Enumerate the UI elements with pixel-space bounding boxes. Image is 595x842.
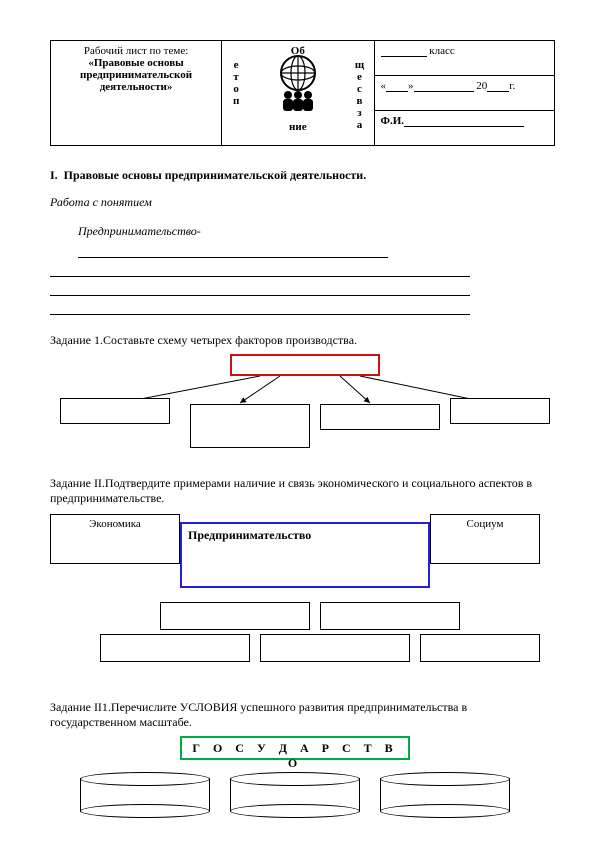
task-1-text: Задание 1.Составьте схему четырех фактор… bbox=[50, 333, 555, 348]
term-label: Предпринимательство- bbox=[78, 224, 201, 238]
name-blank bbox=[404, 115, 524, 127]
task2-row2-box1 bbox=[160, 602, 310, 630]
task1-box-2 bbox=[190, 404, 310, 448]
task2-row2-box2 bbox=[320, 602, 460, 630]
task-2-text: Задание II.Подтвердите примерами наличие… bbox=[50, 476, 555, 506]
task2-row3-box1 bbox=[100, 634, 250, 662]
work-with-concept: Работа с понятием bbox=[50, 195, 555, 210]
worksheet-label: Рабочий лист по теме: bbox=[57, 45, 215, 57]
section-1-heading: I. Правовые основы предпринимательской д… bbox=[50, 168, 555, 183]
date-year-prefix: 20 bbox=[476, 80, 487, 92]
task1-box-3 bbox=[320, 404, 440, 430]
class-blank bbox=[381, 45, 427, 57]
task1-center-box bbox=[230, 354, 380, 376]
task2-center-box: Предпринимательство bbox=[180, 522, 430, 588]
task2-center-label: Предпринимательство bbox=[182, 524, 428, 547]
task2-right-box: Социум bbox=[430, 514, 540, 564]
task-3-text: Задание II1.Перечислите УСЛОВИЯ успешног… bbox=[50, 700, 555, 730]
task3-cylinder-2 bbox=[230, 772, 360, 818]
date-year-suffix: г. bbox=[509, 80, 515, 92]
task3-state-label: Г О С У Д А Р С Т В О bbox=[192, 741, 397, 770]
class-label: класс bbox=[429, 45, 454, 57]
section-1-title: Правовые основы предпринимательской деят… bbox=[64, 168, 367, 182]
worksheet-title: «Правовые основы предпринимательской дея… bbox=[57, 57, 215, 93]
date-month-blank bbox=[414, 80, 474, 92]
section-1-number: I. bbox=[50, 168, 58, 182]
date-year-blank bbox=[487, 80, 509, 92]
mid-left-col: е т о п bbox=[230, 59, 242, 107]
name-label: Ф.И. bbox=[381, 115, 405, 127]
task2-right-label: Социум bbox=[431, 515, 539, 530]
task3-cylinder-1 bbox=[80, 772, 210, 818]
task3-state-box: Г О С У Д А Р С Т В О bbox=[180, 736, 410, 760]
mid-bottom: ние bbox=[228, 121, 367, 133]
globe-people-icon bbox=[263, 53, 333, 113]
task1-box-4 bbox=[450, 398, 550, 424]
task2-row3-box2 bbox=[260, 634, 410, 662]
task1-box-1 bbox=[60, 398, 170, 424]
header-table: Рабочий лист по теме: «Правовые основы п… bbox=[50, 40, 555, 146]
task3-cylinder-3 bbox=[380, 772, 510, 818]
task2-left-label: Экономика bbox=[51, 515, 179, 530]
task2-row3-box3 bbox=[420, 634, 540, 662]
date-day-blank bbox=[386, 80, 408, 92]
task2-left-box: Экономика bbox=[50, 514, 180, 564]
